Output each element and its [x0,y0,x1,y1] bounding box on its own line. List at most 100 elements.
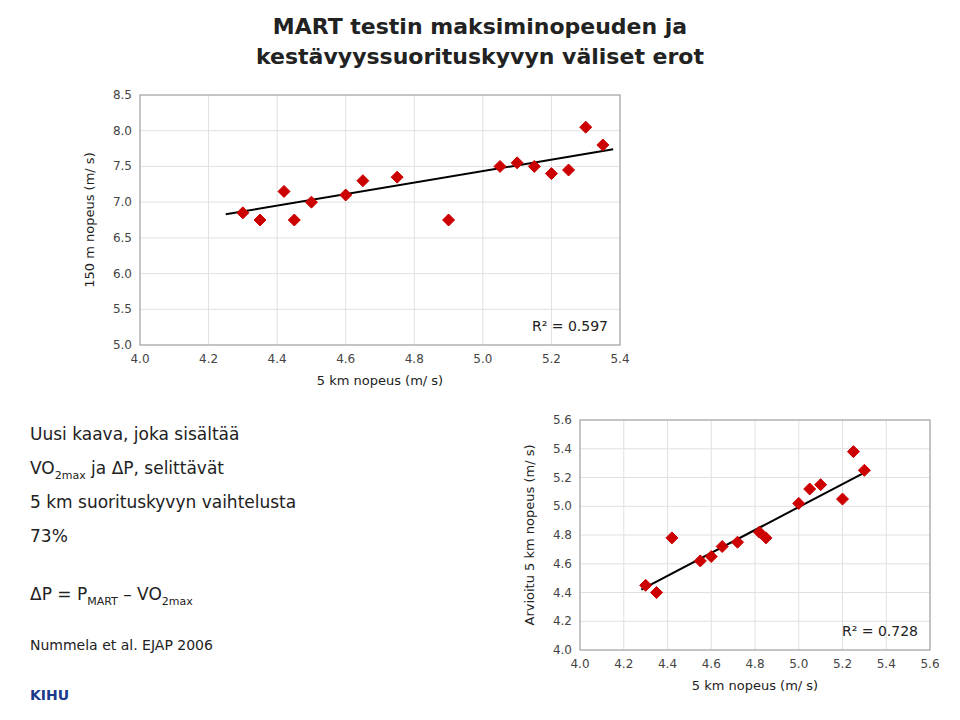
tick-label: 5.5 [113,302,132,316]
grid-line [580,448,930,449]
grid-line [580,592,930,593]
title: MART testin maksiminopeuden ja [273,14,687,39]
grid-line [345,95,346,345]
annotation-part: MART [87,595,118,608]
logo-text: KIHU [30,687,69,703]
point [837,493,849,505]
annotation-part: 2max [55,469,86,482]
grid-line [140,130,620,131]
annotation-part: ja ΔP, selittävät [86,458,225,478]
point [511,157,523,169]
tick-label: 4.2 [614,657,633,671]
grid-line [140,166,620,167]
tick-label: 4.4 [268,352,287,366]
tick-label: 8.5 [113,88,132,102]
tick-label: 4.0 [553,643,572,657]
grid-line [414,95,415,345]
grid-line [140,237,620,238]
tick-label: 5.0 [789,657,808,671]
point [391,171,403,183]
point [237,207,249,219]
tick-label: 4.8 [553,528,572,542]
axis-label: 5 km nopeus (m/ s) [317,373,443,388]
tick-label: 6.0 [113,267,132,281]
point [278,185,290,197]
grid-line [580,621,930,622]
grid-line [580,535,930,536]
point [545,168,557,180]
point [716,541,728,553]
tick-label: 4.0 [130,352,149,366]
annotation-part: ΔP = P [30,584,87,604]
tick-label: 5.0 [473,352,492,366]
grid-line [140,202,620,203]
annotation-part: – VO [118,584,162,604]
tick-label: 4.2 [553,614,572,628]
point [694,555,706,567]
grid-line [551,95,552,345]
grid-line [580,477,930,478]
point [705,551,717,563]
data-group [226,121,613,226]
tick-label: 6.5 [113,231,132,245]
point [357,175,369,187]
point [640,579,652,591]
annotation: R² = 0.728 [842,623,918,639]
tick-label: 7.5 [113,159,132,173]
trend-line [226,149,613,214]
point [760,532,772,544]
annotation: Uusi kaava, joka sisältää [30,424,239,444]
grid-line [580,506,930,507]
grid-line [277,95,278,345]
point [804,483,816,495]
point [666,532,678,544]
plot: 4.04.24.44.64.85.05.25.45.05.56.06.57.07… [82,88,630,388]
axis-label: Arvioitu 5 km nopeus (m/ s) [522,445,537,626]
tick-label: 5.4 [553,442,572,456]
point [651,587,663,599]
annotation: ΔP = PMART – VO2max [30,584,193,608]
tick-label: 4.0 [570,657,589,671]
tick-label: 5.0 [553,499,572,513]
point [580,121,592,133]
tick-label: 5.6 [920,657,939,671]
point [732,536,744,548]
annotation-part: VO [30,458,55,478]
annotation: 5 km suorituskyvyn vaihtelusta [30,492,296,512]
tick-label: 5.2 [553,471,572,485]
point [305,196,317,208]
tick-label: 8.0 [113,124,132,138]
title: kestävyyssuorituskyvyn väliset erot [256,44,704,69]
grid-line [140,273,620,274]
point [793,497,805,509]
point [597,139,609,151]
tick-label: 5.6 [553,413,572,427]
annotation: 73% [30,526,68,546]
point [494,160,506,172]
plot-area [580,420,930,650]
grid-line [580,563,930,564]
tick-label: 4.6 [336,352,355,366]
tick-label: 5.4 [610,352,629,366]
point [563,164,575,176]
point [443,214,455,226]
grid-line [482,95,483,345]
tick-label: 4.8 [405,352,424,366]
axis-label: 5 km nopeus (m/ s) [692,678,818,693]
point [815,479,827,491]
tick-label: 4.2 [199,352,218,366]
grid-line [208,95,209,345]
data-group [640,446,871,599]
annotation: R² = 0.597 [532,318,608,334]
chart: MART testin maksiminopeuden ja kestävyyss… [0,0,960,720]
plot: 4.04.24.44.64.85.05.25.45.64.04.24.44.64… [522,413,940,693]
tick-label: 4.4 [658,657,677,671]
annotation-part: 2max [162,595,193,608]
tick-label: 5.4 [877,657,896,671]
trend-line [641,470,869,589]
grid-line [140,309,620,310]
tick-label: 5.0 [113,338,132,352]
point [288,214,300,226]
point [858,464,870,476]
point [340,189,352,201]
